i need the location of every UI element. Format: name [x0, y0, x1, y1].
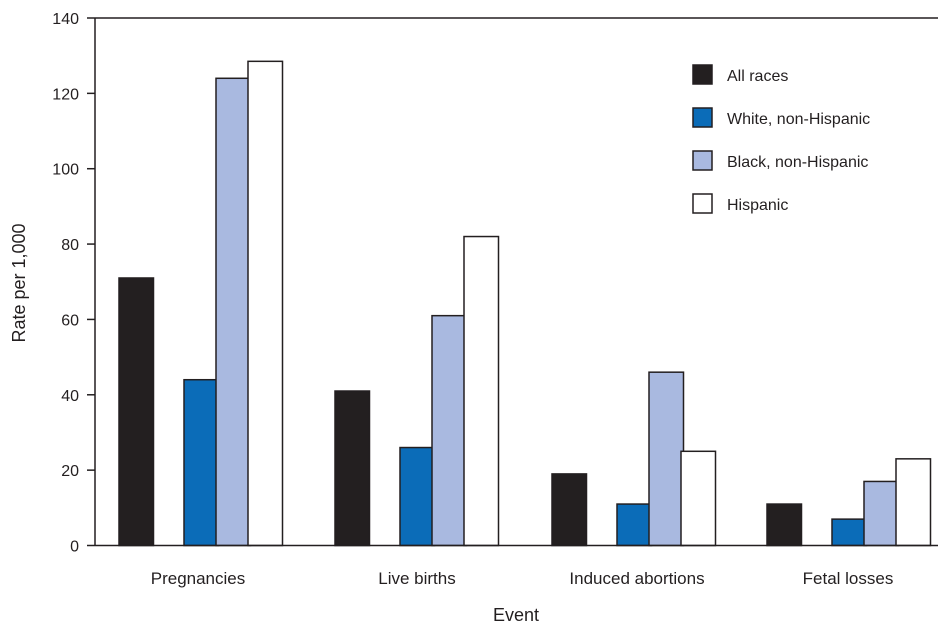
bar	[118, 277, 155, 547]
legend-label: Black, non-Hispanic	[727, 154, 868, 171]
y-tick-label: 60	[61, 312, 79, 329]
y-tick-label: 100	[52, 162, 79, 179]
bar	[463, 235, 500, 547]
bar	[247, 60, 284, 547]
legend-label: Hispanic	[727, 197, 788, 214]
bar	[215, 77, 252, 547]
y-tick-label: 140	[52, 11, 79, 28]
bar	[863, 480, 900, 547]
y-tick-label: 40	[61, 388, 79, 405]
y-tick-label: 120	[52, 86, 79, 103]
bar	[895, 458, 932, 547]
bar	[648, 371, 685, 547]
y-tick-label: 80	[61, 237, 79, 254]
bar	[334, 390, 371, 547]
legend-swatch	[692, 150, 713, 171]
y-axis-title: Rate per 1,000	[9, 223, 29, 342]
bar	[431, 314, 468, 547]
bar	[766, 503, 803, 547]
bar	[183, 378, 220, 547]
legend-label: All races	[727, 68, 788, 85]
x-tick-label: Fetal losses	[803, 569, 894, 588]
legend-swatch	[692, 64, 713, 85]
bars	[118, 60, 932, 547]
bar	[680, 450, 717, 547]
legend-swatch	[692, 193, 713, 214]
legend-label: White, non-Hispanic	[727, 111, 870, 128]
y-axis-ticks: 0 20 40 60 80 100 120 140	[52, 11, 95, 556]
y-tick-label: 20	[61, 463, 79, 480]
x-tick-label: Pregnancies	[151, 569, 246, 588]
x-tick-label: Live births	[378, 569, 455, 588]
legend: All races White, non-Hispanic Black, non-H…	[692, 64, 870, 214]
legend-swatch	[692, 107, 713, 128]
x-axis-title: Event	[493, 605, 539, 625]
category-labels: Pregnancies Live births Induced abortions F…	[151, 569, 894, 588]
x-tick-label: Induced abortions	[569, 569, 704, 588]
bar	[399, 446, 436, 547]
bar	[616, 503, 653, 547]
bar	[831, 518, 868, 547]
bar	[551, 473, 588, 547]
y-tick-label: 0	[70, 539, 79, 556]
